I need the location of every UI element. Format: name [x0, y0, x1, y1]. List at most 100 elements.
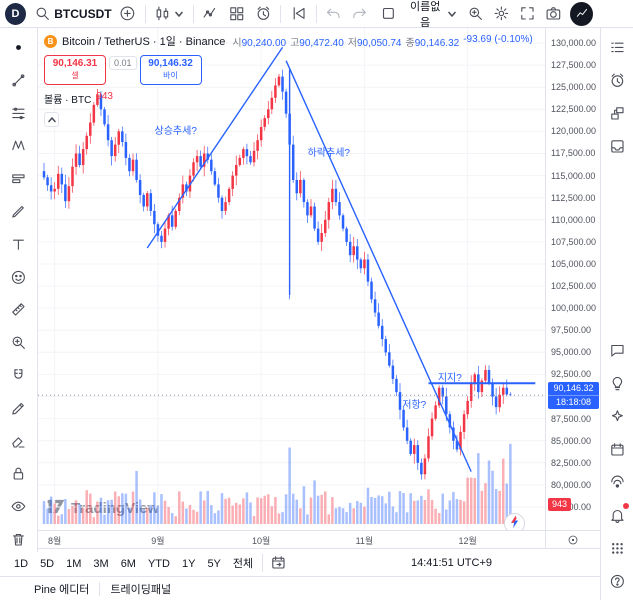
ideas-button[interactable] [605, 372, 629, 394]
fullscreen-button[interactable] [515, 1, 540, 26]
price-axis-label: 117,500.00 [551, 148, 596, 159]
symbol-search-button[interactable]: BTCUSDT [32, 1, 114, 26]
measure-tool[interactable] [5, 297, 32, 323]
high-label: 고 [290, 37, 300, 49]
chart-type-button[interactable] [151, 1, 188, 26]
publish-button[interactable] [570, 1, 593, 26]
streams-button[interactable] [605, 471, 629, 493]
volume-axis-badge: 943 [548, 498, 572, 511]
chart-settings-button[interactable] [489, 1, 514, 26]
lock-tool[interactable] [5, 461, 32, 487]
alert-button[interactable] [251, 1, 276, 26]
undo-button[interactable] [321, 1, 346, 26]
low-value: 90,050.74 [357, 37, 402, 49]
alerts-button[interactable] [605, 69, 629, 91]
clock[interactable]: 14:41:51 UTC+9 [410, 556, 492, 569]
object-tree-button[interactable] [605, 102, 629, 124]
range-6M[interactable]: 6M [120, 557, 136, 570]
boost-button[interactable] [504, 513, 525, 530]
eraser-tool[interactable] [5, 428, 32, 454]
price-axis-label: 87,500.00 [551, 413, 592, 424]
magnet-tool[interactable] [5, 363, 32, 388]
current-price: 90,146.32 [553, 383, 594, 394]
buy-button[interactable]: 90,146.32 바이 [139, 55, 202, 85]
undo-icon [325, 5, 342, 22]
brush-tool[interactable] [5, 199, 32, 224]
sell-price: 90,146.31 [52, 58, 98, 69]
price-axis-label: 95,000.00 [551, 347, 592, 358]
range-5D[interactable]: 5D [40, 557, 55, 570]
save-layout-icon [380, 5, 397, 22]
collapse-legend-button[interactable] [44, 112, 59, 127]
btc-pair-icon: B [44, 34, 57, 48]
range-YTD[interactable]: YTD [147, 557, 170, 570]
range-1M[interactable]: 1M [66, 557, 82, 570]
layout-name-button[interactable]: 이름없음 [402, 1, 462, 29]
price-axis-label: 112,500.00 [551, 192, 596, 203]
bar-replay-button[interactable] [286, 1, 311, 26]
fib-retracement-tool[interactable] [5, 100, 32, 126]
calendar-button[interactable] [605, 438, 629, 460]
go-to-date-button[interactable] [266, 550, 292, 575]
time-axis-label: 9월 [151, 536, 165, 546]
range-1Y[interactable]: 1Y [181, 557, 196, 570]
data-window-button[interactable] [605, 135, 629, 157]
emoji-tool[interactable] [5, 264, 32, 290]
edit-tool[interactable] [5, 395, 32, 421]
zoom-in-tool[interactable] [5, 330, 32, 356]
tab-pine-editor[interactable]: Pine 에디터 [34, 583, 90, 596]
chart-title: Bitcoin / TetherUS · 1일 · Binance [62, 36, 226, 48]
axis-corner[interactable] [545, 530, 600, 548]
text-tool[interactable] [5, 231, 32, 257]
right-sidebar [600, 28, 633, 600]
buy-price: 90,146.32 [148, 58, 193, 69]
show-hide-tool[interactable] [5, 494, 32, 520]
price-axis-label: 85,000.00 [551, 435, 592, 446]
watermark: TradingView [46, 498, 159, 518]
apps-button[interactable] [605, 537, 629, 559]
user-avatar[interactable]: D [5, 2, 26, 25]
remove-drawings-tool[interactable] [5, 527, 32, 552]
sell-button[interactable]: 90,146.31 셀 [44, 55, 106, 85]
range-1D[interactable]: 1D [14, 557, 29, 570]
quantity-field[interactable]: 0.01 [109, 56, 137, 70]
redo-button[interactable] [347, 1, 372, 26]
save-layout-button[interactable] [375, 1, 401, 26]
trade-widget: 90,146.31 셀 0.01 90,146.32 바이 [44, 55, 533, 85]
pattern-tool[interactable] [5, 133, 32, 159]
range-3M[interactable]: 3M [93, 557, 109, 570]
high-value: 90,472.40 [299, 37, 344, 49]
streams-icon [609, 474, 626, 491]
chart-area[interactable]: TradingView 상승추세? 하락추세? 지지? 저항? B Bitcoin /… [38, 28, 545, 530]
watermark-text: TradingView [71, 499, 160, 517]
open-label: 시 [232, 37, 242, 49]
time-axis-label: 10월 [252, 536, 271, 546]
volume-legend[interactable]: 볼륨 · BTC 943 [44, 91, 533, 106]
projection-tool[interactable] [5, 166, 32, 192]
tab-trading-panel[interactable]: 트레이딩패널 [110, 583, 172, 596]
layout-templates-button[interactable] [224, 1, 250, 26]
apps-grid-icon [609, 540, 626, 557]
volume-label: 볼륨 · BTC [44, 95, 92, 106]
watchlist-button[interactable] [605, 36, 629, 58]
range-5Y[interactable]: 5Y [207, 557, 221, 570]
add-symbol-button[interactable] [115, 1, 140, 26]
indicators-button[interactable] [198, 1, 223, 26]
snapshot-button[interactable] [541, 1, 567, 26]
trend-line-tool[interactable] [5, 67, 32, 93]
cursor-tool[interactable] [5, 35, 32, 60]
camera-icon [545, 5, 562, 22]
price-axis-label: 82,500.00 [551, 457, 592, 468]
price-axis-label: 105,000.00 [551, 258, 597, 269]
chat-button[interactable] [605, 339, 629, 361]
time-axis[interactable]: 8월 9월 10월 11월 12월 [38, 530, 545, 548]
help-button[interactable] [605, 570, 629, 592]
legend-title-row[interactable]: B Bitcoin / TetherUS · 1일 · Binance 시 90,… [44, 33, 533, 49]
range-전체[interactable]: 전체 [232, 557, 254, 570]
minds-button[interactable] [605, 405, 629, 427]
quick-search-button[interactable] [463, 1, 488, 26]
price-axis-label: 130,000.00 [551, 38, 597, 48]
candlestick-chart[interactable] [38, 28, 545, 530]
price-axis[interactable]: 130,000.00 127,500.00 125,000.00 122,500.00… [545, 28, 600, 530]
notifications-button[interactable] [605, 503, 629, 526]
